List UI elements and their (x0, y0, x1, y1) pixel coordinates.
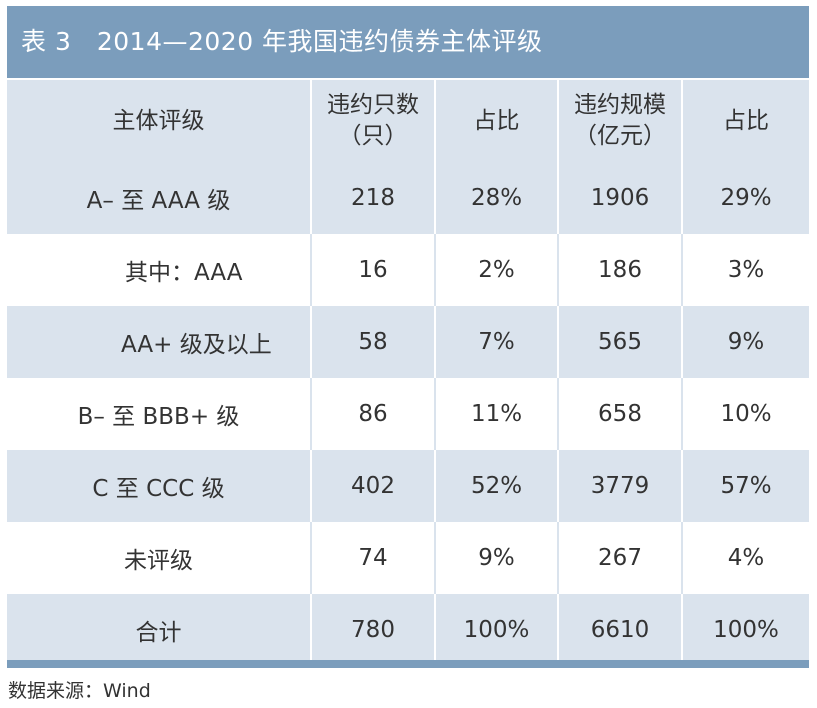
header-count-label: 违约只数 (327, 92, 419, 118)
header-count: 违约只数 （只） (312, 80, 436, 162)
table-bottom-rule (7, 660, 809, 668)
header-amount-label: 违约规模 (574, 92, 666, 118)
header-count-unit: （只） (338, 123, 408, 149)
header-rating: 主体评级 (7, 80, 312, 162)
header-amount-share-label: 占比 (723, 107, 769, 134)
table-title: 表 3 2014—2020 年我国违约债券主体评级 (7, 6, 809, 78)
row-count: 780 (312, 594, 436, 666)
row-amount: 186 (559, 234, 683, 306)
row-amount: 267 (559, 522, 683, 594)
row-amount: 658 (559, 378, 683, 450)
row-label: 合计 (7, 594, 312, 666)
data-source-note: 数据来源：Wind (8, 680, 151, 702)
header-amount: 违约规模 （亿元） (559, 80, 683, 162)
row-count: 58 (312, 306, 436, 378)
row-count-share: 7% (436, 306, 559, 378)
row-amount-share: 10% (683, 378, 809, 450)
row-amount-share: 29% (683, 162, 809, 234)
header-count-share-label: 占比 (473, 107, 520, 134)
row-label: 未评级 (7, 522, 312, 594)
row-count: 86 (312, 378, 436, 450)
header-amount-share: 占比 (683, 80, 809, 162)
row-count: 16 (312, 234, 436, 306)
row-count: 218 (312, 162, 436, 234)
row-label: AA+ 级及以上 (7, 306, 312, 378)
rating-table: 主体评级 违约只数 （只） 占比 违约规模 （亿元） 占比 A– 至 AAA 级… (7, 80, 809, 666)
row-label: C 至 CCC 级 (7, 450, 312, 522)
row-amount: 6610 (559, 594, 683, 666)
row-count-share: 52% (436, 450, 559, 522)
row-amount-share: 3% (683, 234, 809, 306)
header-amount-unit: （亿元） (574, 123, 666, 149)
row-label: A– 至 AAA 级 (7, 162, 312, 234)
row-amount: 3779 (559, 450, 683, 522)
row-amount: 565 (559, 306, 683, 378)
header-rating-label: 主体评级 (112, 107, 205, 134)
row-amount-share: 100% (683, 594, 809, 666)
row-amount-share: 9% (683, 306, 809, 378)
row-amount: 1906 (559, 162, 683, 234)
row-label: B– 至 BBB+ 级 (7, 378, 312, 450)
row-count-share: 2% (436, 234, 559, 306)
row-count: 74 (312, 522, 436, 594)
row-count-share: 9% (436, 522, 559, 594)
row-count-share: 100% (436, 594, 559, 666)
row-amount-share: 57% (683, 450, 809, 522)
row-count-share: 28% (436, 162, 559, 234)
header-count-share: 占比 (436, 80, 559, 162)
row-label: 其中：AAA (7, 234, 312, 306)
row-count: 402 (312, 450, 436, 522)
row-amount-share: 4% (683, 522, 809, 594)
row-count-share: 11% (436, 378, 559, 450)
